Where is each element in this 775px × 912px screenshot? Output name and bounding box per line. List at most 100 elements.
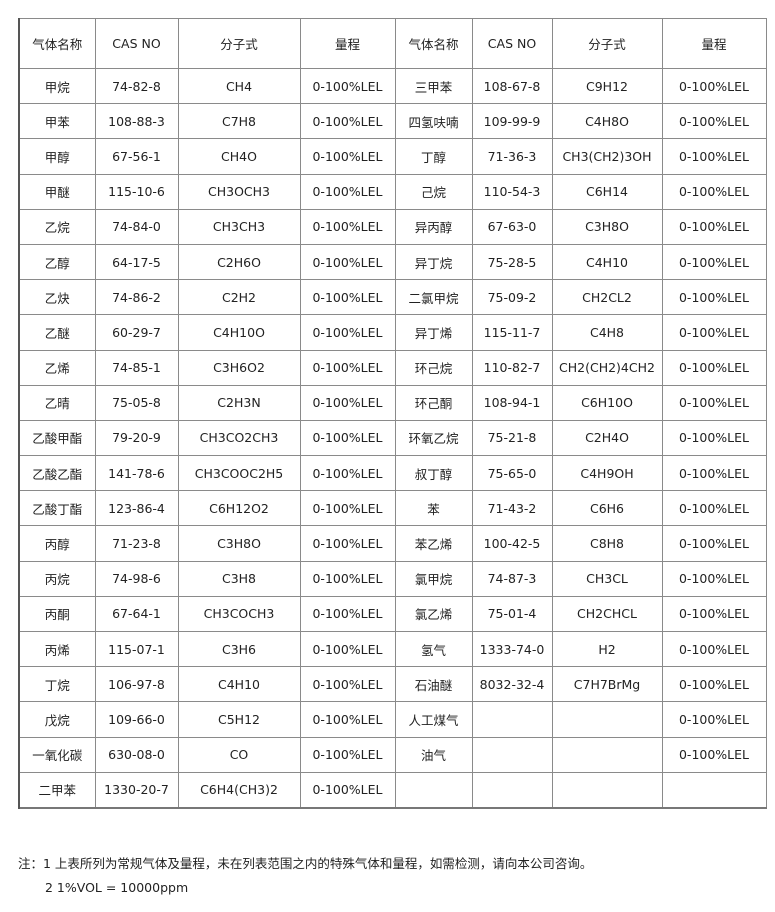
- cell-range: 0-100%LEL: [299, 243, 396, 281]
- table-row: 戊烷 109-66-0 C5H12 0-100%LEL 人工煤气 0-100%LEL: [18, 701, 767, 738]
- cell-gas-name: 乙晴: [18, 384, 96, 421]
- cell-gas-name: 叔丁醇: [394, 455, 473, 492]
- cell-gas-name: 己烷: [394, 173, 473, 210]
- cell-cas-no: 109-66-0: [94, 701, 179, 738]
- table-row: 甲烷 74-82-8 CH4 0-100%LEL 三甲苯 108-67-8 C9H12 0-1…: [18, 67, 767, 105]
- cell-gas-name: 甲醚: [18, 173, 96, 210]
- cell-cas-no: [471, 771, 553, 809]
- table-row: 二甲苯 1330-20-7 C6H4(CH3)2 0-100%LEL: [18, 771, 767, 809]
- cell-gas-name: 四氢呋喃: [394, 103, 473, 140]
- cell-range: 0-100%LEL: [661, 208, 767, 245]
- cell-cas-no: 79-20-9: [94, 419, 179, 457]
- cell-cas-no: 106-97-8: [94, 666, 179, 703]
- cell-cas-no: 67-63-0: [471, 208, 553, 245]
- table-row: 丙烯 115-07-1 C3H6 0-100%LEL 氢气 1333-74-0 H2 0-10…: [18, 630, 767, 668]
- cell-cas-no: 108-94-1: [471, 384, 553, 421]
- cell-cas-no: [471, 736, 553, 773]
- cell-range: 0-100%LEL: [661, 666, 767, 703]
- cell-formula: CH3(CH2)3OH: [551, 138, 663, 175]
- cell-formula: CO: [177, 736, 301, 773]
- cell-formula: C4H10: [177, 666, 301, 703]
- cell-cas-no: 71-23-8: [94, 525, 179, 562]
- cell-gas-name: 丙烷: [18, 560, 96, 597]
- cell-gas-name: 环己酮: [394, 384, 473, 421]
- cell-formula: C2H3N: [177, 384, 301, 421]
- cell-formula: C6H6: [551, 490, 663, 527]
- cell-formula: CH3CO2CH3: [177, 419, 301, 457]
- cell-cas-no: 74-98-6: [94, 560, 179, 597]
- cell-formula: C9H12: [551, 67, 663, 105]
- cell-cas-no: [471, 701, 553, 738]
- cell-formula: C8H8: [551, 525, 663, 562]
- notes: 注：1 上表所列为常规气体及量程，未在列表范围之内的特殊气体和量程，如需检测，请…: [18, 852, 592, 900]
- cell-formula: CH3OCH3: [177, 173, 301, 210]
- cell-range: 0-100%LEL: [661, 314, 767, 351]
- note-2: 2 1%VOL = 10000ppm: [45, 880, 189, 895]
- table-row: 甲苯 108-88-3 C7H8 0-100%LEL 四氢呋喃 109-99-9 C4H8O…: [18, 103, 767, 140]
- cell-gas-name: 乙炔: [18, 279, 96, 316]
- cell-cas-no: 64-17-5: [94, 243, 179, 281]
- cell-cas-no: 74-86-2: [94, 279, 179, 316]
- cell-range: 0-100%LEL: [299, 103, 396, 140]
- cell-cas-no: 110-54-3: [471, 173, 553, 210]
- cell-range: 0-100%LEL: [661, 243, 767, 281]
- cell-formula: CH2(CH2)4CH2: [551, 349, 663, 386]
- cell-range: 0-100%LEL: [661, 490, 767, 527]
- cell-cas-no: 108-67-8: [471, 67, 553, 105]
- cell-cas-no: 71-43-2: [471, 490, 553, 527]
- gas-range-table: 气体名称 CAS NO 分子式 量程 气体名称 CAS NO 分子式 量程 甲烷 74-82-8…: [18, 18, 767, 809]
- cell-cas-no: 141-78-6: [94, 455, 179, 492]
- cell-formula: C7H8: [177, 103, 301, 140]
- cell-formula: CH2CHCL: [551, 595, 663, 633]
- cell-formula: C3H8O: [177, 525, 301, 562]
- cell-cas-no: 74-84-0: [94, 208, 179, 245]
- cell-formula: C3H6: [177, 630, 301, 668]
- cell-range: 0-100%LEL: [299, 419, 396, 457]
- cell-range: 0-100%LEL: [661, 630, 767, 668]
- cell-gas-name: 戊烷: [18, 701, 96, 738]
- header-range: 量程: [299, 18, 396, 69]
- table-row: 甲醇 67-56-1 CH4O 0-100%LEL 丁醇 71-36-3 CH3(CH2)3…: [18, 138, 767, 175]
- header-formula: 分子式: [551, 18, 663, 69]
- header-formula: 分子式: [177, 18, 301, 69]
- cell-cas-no: 630-08-0: [94, 736, 179, 773]
- cell-range: 0-100%LEL: [299, 666, 396, 703]
- cell-formula: C3H8: [177, 560, 301, 597]
- cell-formula: C2H2: [177, 279, 301, 316]
- table-row: 乙醚 60-29-7 C4H10O 0-100%LEL 异丁烯 115-11-7 C4H8 0…: [18, 314, 767, 351]
- cell-range: 0-100%LEL: [299, 173, 396, 210]
- cell-formula: C7H7BrMg: [551, 666, 663, 703]
- cell-range: 0-100%LEL: [299, 314, 396, 351]
- cell-range: 0-100%LEL: [661, 279, 767, 316]
- cell-range: 0-100%LEL: [661, 103, 767, 140]
- cell-cas-no: 109-99-9: [471, 103, 553, 140]
- cell-cas-no: 115-07-1: [94, 630, 179, 668]
- table-row: 甲醚 115-10-6 CH3OCH3 0-100%LEL 己烷 110-54-3 C6H1…: [18, 173, 767, 210]
- cell-formula: [551, 771, 663, 809]
- cell-cas-no: 60-29-7: [94, 314, 179, 351]
- cell-range: 0-100%LEL: [661, 595, 767, 633]
- cell-gas-name: 氯甲烷: [394, 560, 473, 597]
- table-row: 乙酸丁酯 123-86-4 C6H12O2 0-100%LEL 苯 71-43-2 C6H6…: [18, 490, 767, 527]
- cell-formula: C3H8O: [551, 208, 663, 245]
- cell-range: 0-100%LEL: [299, 490, 396, 527]
- cell-range: 0-100%LEL: [299, 701, 396, 738]
- cell-cas-no: 108-88-3: [94, 103, 179, 140]
- cell-range: 0-100%LEL: [299, 67, 396, 105]
- cell-range: 0-100%LEL: [661, 384, 767, 421]
- cell-formula: C4H10: [551, 243, 663, 281]
- cell-formula: CH2CL2: [551, 279, 663, 316]
- cell-range: 0-100%LEL: [299, 279, 396, 316]
- cell-range: 0-100%LEL: [299, 349, 396, 386]
- cell-formula: CH3CL: [551, 560, 663, 597]
- cell-formula: C4H8O: [551, 103, 663, 140]
- cell-gas-name: 丙烯: [18, 630, 96, 668]
- cell-formula: C6H14: [551, 173, 663, 210]
- table-header-row: 气体名称 CAS NO 分子式 量程 气体名称 CAS NO 分子式 量程: [18, 18, 767, 69]
- header-range: 量程: [661, 18, 767, 69]
- cell-cas-no: 74-87-3: [471, 560, 553, 597]
- cell-gas-name: 二甲苯: [18, 771, 96, 809]
- cell-range: 0-100%LEL: [661, 455, 767, 492]
- table-row: 乙炔 74-86-2 C2H2 0-100%LEL 二氯甲烷 75-09-2 CH2CL2 0…: [18, 279, 767, 316]
- cell-formula: CH3CH3: [177, 208, 301, 245]
